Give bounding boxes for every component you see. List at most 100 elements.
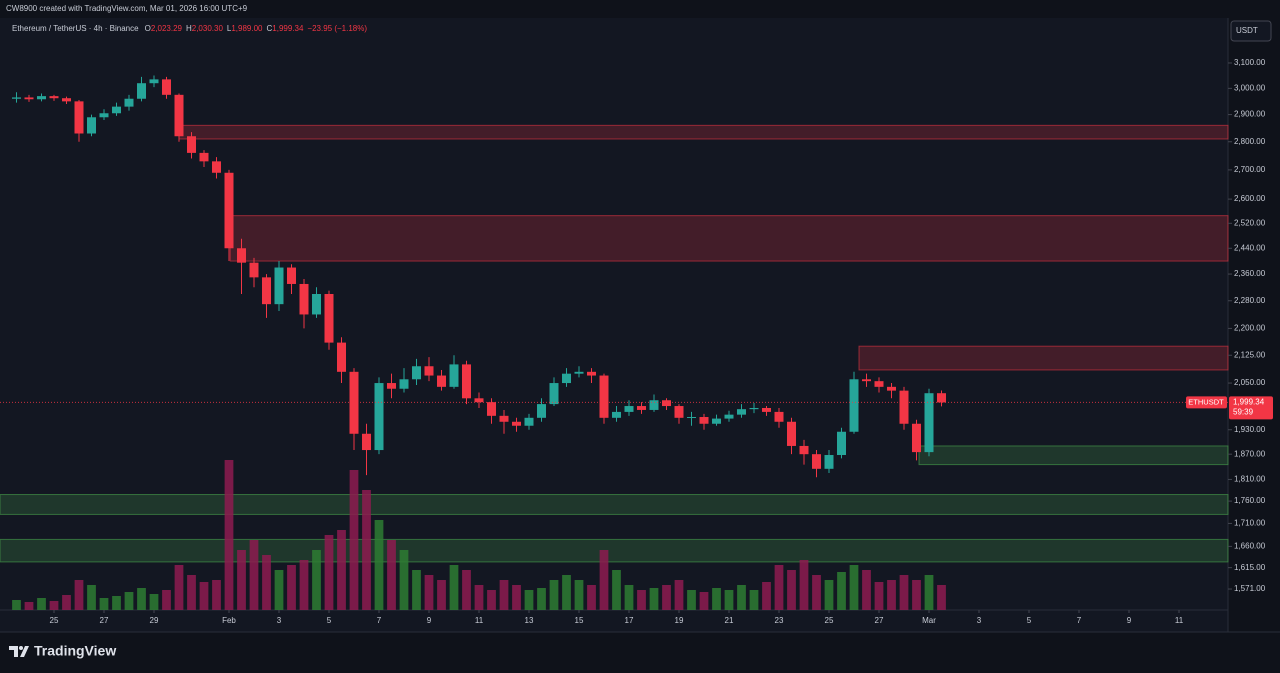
candle-body [312,293,321,315]
candle-body [449,364,459,387]
candle-body [224,172,234,249]
volume-bar [512,585,521,610]
x-tick-label: 7 [377,616,382,625]
y-tick-label: 2,200.00 [1234,324,1266,333]
candle-body [149,79,159,84]
candle-body [262,277,271,305]
volume-bar [387,540,396,610]
y-tick-label: 2,900.00 [1234,110,1266,119]
volume-bar [624,585,634,610]
volume-bar [887,580,896,610]
candle-body [662,400,671,407]
volume-bar [912,580,921,610]
y-tick-label: 2,440.00 [1234,243,1266,252]
candle-body [824,455,834,469]
volume-bar [774,565,784,610]
x-tick-label: 9 [427,616,432,625]
volume-bar [874,582,884,610]
candle-body [499,415,509,422]
volume-bar [937,585,946,610]
candle-body [612,411,621,418]
candle-body [849,379,859,432]
candle-body [212,161,221,173]
y-tick-label: 1,810.00 [1234,475,1266,484]
candle-body [299,283,309,315]
zone [0,538,1229,563]
volume-bar [99,598,109,610]
volume-bar [249,540,259,610]
logo-mark [9,646,29,657]
candle-body [162,79,171,95]
volume-bar [12,600,21,610]
currency[interactable]: USDT [1236,26,1258,35]
volume-bar [187,575,196,610]
legend-h: H [186,24,192,33]
volume-bar [137,588,146,610]
volume-bar [212,580,221,610]
candle-body [812,454,821,469]
volume-bar [49,601,59,610]
candle-body [424,366,434,376]
price-tag-label: 1,999.34 [1233,398,1265,407]
candle-body [537,404,546,418]
volume-bar [199,582,209,610]
volume-bar [462,570,471,610]
x-tick-label: Feb [222,616,236,625]
price-tag-countdown: 59:39 [1233,408,1254,417]
candle-body [524,417,534,426]
x-tick-label: 5 [1027,616,1032,625]
zone [178,124,1229,140]
y-tick-label: 2,280.00 [1234,296,1266,305]
volume-bar [662,585,671,610]
volume-bar [62,595,71,610]
price-tag-symbol-box [1186,396,1227,409]
candle-body [599,375,609,418]
candle-body [399,379,409,389]
volume-bar [499,580,509,610]
candle-body [724,414,734,419]
x-tick-label: 29 [150,616,159,625]
x-tick-label: 17 [625,616,634,625]
volume-bar [287,565,296,610]
legend-h-value: 2,030.30 [192,24,224,33]
volume-bar [174,565,184,610]
candle-body [687,417,696,419]
volume-bar [262,555,271,610]
candle-body [99,113,109,118]
y-tick-label: 1,710.00 [1234,519,1266,528]
volume-bar [324,535,334,610]
volume-bar [837,572,846,610]
candle-body [562,373,571,384]
volume-bar [449,565,459,610]
volume-bar [349,470,359,610]
volume-bar [24,602,34,610]
candle-body [387,383,396,389]
watermark: CW8900 created with TradingView.com, Mar… [6,4,248,13]
currency-box[interactable] [1230,20,1272,42]
volume-bar [549,580,559,610]
y-tick-label: 2,800.00 [1234,137,1266,146]
candle-body [49,96,59,99]
y-tick-label: 2,360.00 [1234,269,1266,278]
x-tick-label: 27 [875,616,884,625]
volume-bar [924,575,934,610]
candle-body [274,267,284,305]
x-tick-label: 3 [277,616,282,625]
candle-body [787,421,796,446]
y-axis: 3,100.00 3,000.00 2,900.00 2,800.00 2,700.00… [50,58,1266,625]
volume-bar [587,585,596,610]
x-tick-label: Mar [922,616,936,625]
candle-body [199,152,209,162]
candle-body [899,390,909,424]
candle-body [912,423,921,453]
volume-bar [337,530,346,610]
volume-bar [612,570,621,610]
price-tag-box [1229,396,1273,420]
volume-bar [712,588,721,610]
volume-bar [87,585,96,610]
volume-bar [749,590,759,610]
volume-bar [862,570,871,610]
candle-body [437,375,446,387]
volume-bar [562,575,571,610]
